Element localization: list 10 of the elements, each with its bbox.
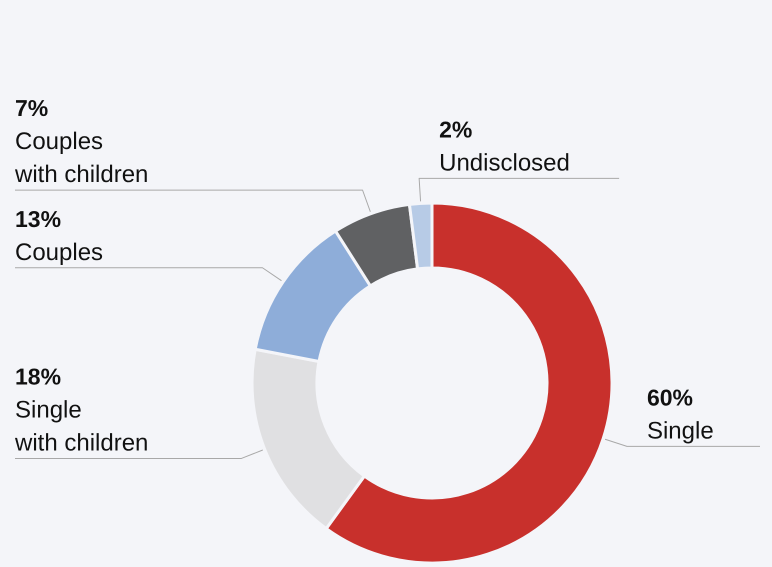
data-label: 2% (439, 116, 472, 142)
slice-label: Couples with children (14, 128, 148, 188)
slice-label: Single with children (14, 396, 148, 456)
data-label: 18% (15, 363, 62, 390)
slice-label: Single (646, 417, 714, 444)
slice-label: Couples (15, 238, 104, 266)
data-label: 7% (15, 95, 48, 122)
data-label: 60% (646, 384, 694, 410)
slice-label: Undisclosed (439, 149, 570, 176)
data-label: 13% (15, 206, 62, 232)
